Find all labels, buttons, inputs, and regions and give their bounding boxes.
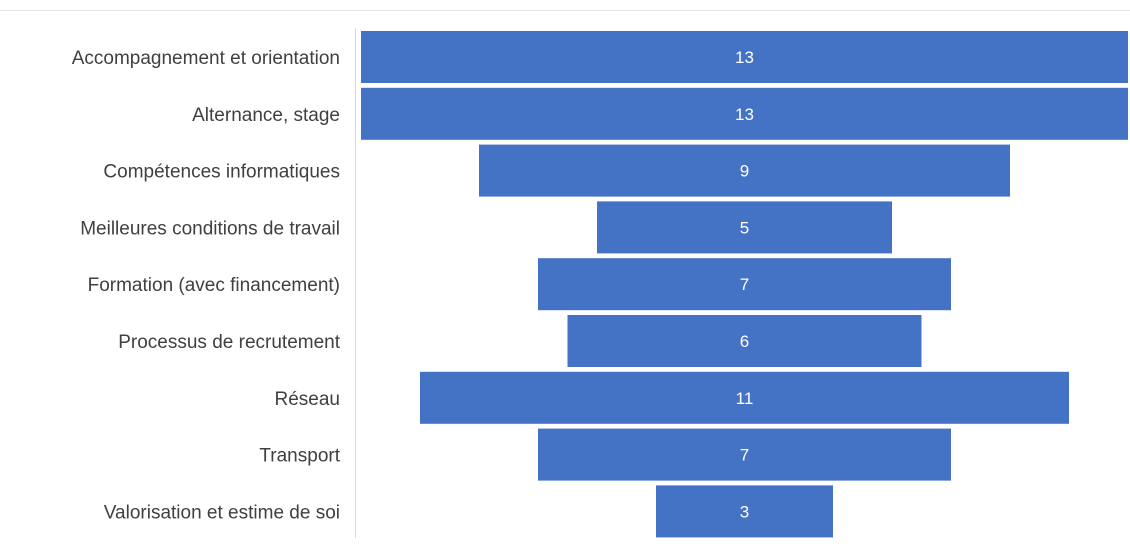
data-label: 7	[740, 275, 749, 294]
category-label: Formation (avec financement)	[88, 275, 340, 296]
category-label: Meilleures conditions de travail	[80, 218, 340, 239]
bar	[420, 371, 1069, 424]
bar	[479, 144, 1010, 197]
data-label: 6	[740, 332, 749, 351]
data-label: 13	[735, 105, 754, 124]
data-label: 9	[740, 162, 749, 181]
data-label: 13	[735, 48, 754, 67]
category-label: Valorisation et estime de soi	[104, 502, 340, 523]
data-label-group: 13 13 9 5 7 6 11 7 3	[735, 48, 754, 521]
bar	[538, 258, 951, 311]
bar	[567, 315, 922, 367]
bar	[361, 31, 1128, 83]
category-label: Alternance, stage	[192, 105, 340, 126]
bar	[656, 485, 833, 538]
bar-group	[361, 31, 1128, 538]
data-label: 5	[740, 218, 749, 237]
data-label: 3	[740, 502, 749, 521]
category-label-group: Accompagnement et orientation Alternance,…	[72, 48, 341, 523]
bar	[361, 87, 1128, 140]
category-label: Accompagnement et orientation	[72, 48, 340, 69]
category-label: Processus de recrutement	[118, 332, 340, 353]
bar	[597, 201, 892, 254]
data-label: 7	[740, 446, 749, 465]
category-label: Réseau	[275, 389, 341, 410]
data-label: 11	[736, 389, 754, 408]
category-label: Compétences informatiques	[103, 162, 340, 183]
category-label: Transport	[259, 446, 340, 467]
bar	[538, 428, 951, 481]
